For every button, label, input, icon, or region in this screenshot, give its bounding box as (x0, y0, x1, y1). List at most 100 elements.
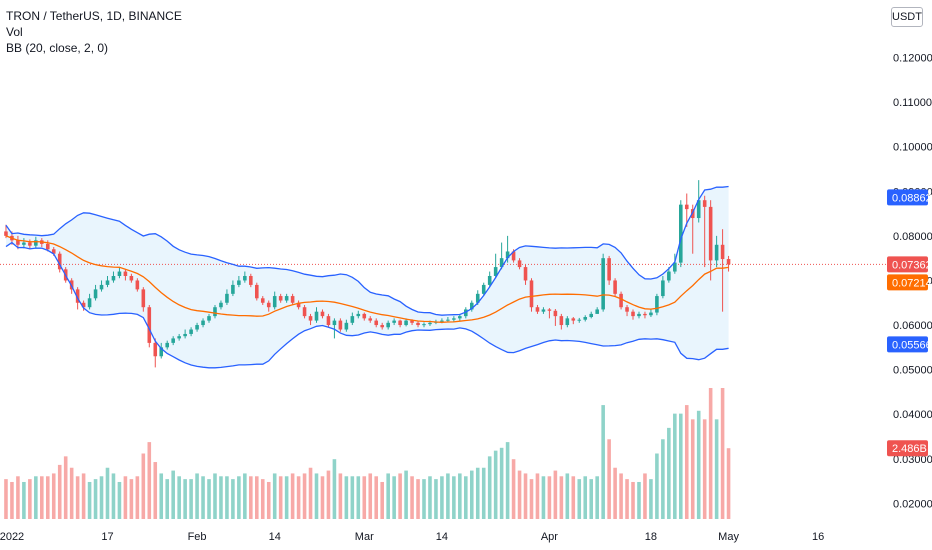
volume-bar (511, 459, 516, 519)
bollinger-bands-label[interactable]: BB (20, close, 2, 0) (6, 41, 109, 55)
candle-body (541, 309, 546, 312)
candle-body (499, 258, 504, 268)
candle-body (714, 244, 719, 261)
candle-body (440, 320, 444, 322)
price-tags: 0.08862 0.07362 0.07214 0.05566 2.486B (887, 189, 932, 457)
volume-bar (147, 442, 152, 519)
volume-bar (661, 439, 665, 519)
volume-bar (577, 479, 582, 519)
candle-body (254, 284, 259, 299)
candle-body (99, 284, 104, 290)
volume-bar (434, 479, 438, 519)
candle-body (22, 242, 26, 245)
candle-body (410, 320, 414, 323)
candle-body (28, 242, 32, 246)
candle-body (481, 284, 486, 294)
chart-legend: TRON / TetherUS, 1D, BINANCE Vol BB (20,… (6, 8, 182, 56)
volume-bar (643, 473, 647, 519)
volume-bar (505, 442, 510, 519)
volume-bar (171, 470, 175, 519)
volume-bar (159, 473, 164, 519)
volume-indicator-label[interactable]: Vol (6, 25, 23, 39)
candle-body (4, 231, 8, 236)
candle-body (350, 316, 355, 323)
volume-bar (356, 476, 361, 519)
candle-body (553, 310, 558, 317)
candle-body (81, 302, 86, 308)
candle-body (678, 204, 683, 263)
price-tick-label: 0.12000 (893, 53, 932, 65)
volume-bar (63, 456, 68, 519)
candle-body (123, 271, 128, 276)
volume-bar (702, 419, 707, 519)
candle-body (362, 313, 367, 319)
candle-body (57, 253, 62, 270)
candle-body (105, 280, 110, 285)
candle-body (135, 280, 140, 290)
volume-bar (452, 476, 456, 519)
volume-bar (105, 467, 110, 519)
volume-bar (219, 476, 223, 519)
candle-body (613, 280, 617, 294)
candle-body (213, 307, 217, 317)
candle-body (493, 267, 498, 276)
lower-band-line (5, 241, 729, 369)
volume-bar (368, 473, 373, 519)
volume-bar (22, 481, 26, 519)
candle-body (577, 319, 582, 321)
volume-bar (81, 473, 86, 519)
volume-bar (565, 473, 570, 519)
volume-bar (481, 467, 486, 519)
candle-body (386, 322, 390, 328)
time-tick-label: 14 (436, 531, 448, 543)
volume-bar (165, 479, 170, 519)
candle-body (517, 260, 522, 268)
lower-band-tag: 0.05566 (887, 336, 932, 353)
volume-bar (422, 479, 426, 519)
volume-bar (625, 479, 629, 519)
volume-tag-text: 2.486B (892, 443, 927, 455)
symbol-title: TRON / TetherUS, 1D, BINANCE (6, 9, 182, 23)
volume-bars (4, 388, 731, 519)
time-tick-label: Mar (355, 531, 374, 543)
candle-body (404, 320, 408, 326)
volume-bar (469, 470, 474, 519)
candle-body (284, 296, 289, 301)
volume-bar (696, 410, 701, 519)
candle-body (529, 280, 534, 308)
candle-body (452, 318, 456, 320)
upper-band-tag-box (887, 189, 928, 206)
volume-bar (458, 473, 462, 519)
time-tick-label: Feb (188, 531, 207, 543)
price-tick-label: 0.03000 (893, 454, 932, 466)
candle-body (249, 276, 253, 285)
volume-bar (284, 476, 289, 519)
candle-body (129, 276, 134, 281)
volume-bar (4, 479, 8, 519)
volume-bar (28, 479, 32, 519)
upper-band-tag: 0.08862 (887, 189, 932, 206)
candle-body (487, 276, 492, 285)
volume-bar (571, 476, 576, 519)
volume-bar (726, 448, 731, 519)
currency-unit-button[interactable]: USDT (891, 7, 923, 27)
candle-body (547, 309, 552, 311)
candle-body (141, 289, 146, 308)
volume-bar (123, 476, 128, 519)
price-tick-label: 0.02000 (893, 498, 932, 510)
volume-bar (601, 405, 605, 519)
candle-body (16, 240, 20, 245)
volume-bar (404, 470, 408, 519)
volume-bar (619, 473, 623, 519)
volume-bar (631, 481, 635, 519)
candle-body (673, 262, 677, 272)
volume-bar (655, 453, 659, 519)
volume-bar (135, 476, 140, 519)
volume-bar (553, 470, 558, 519)
volume-bar (260, 479, 265, 519)
candle-body (469, 302, 474, 310)
candle-body (183, 333, 187, 337)
candle-body (446, 319, 450, 321)
volume-bar (254, 476, 259, 519)
